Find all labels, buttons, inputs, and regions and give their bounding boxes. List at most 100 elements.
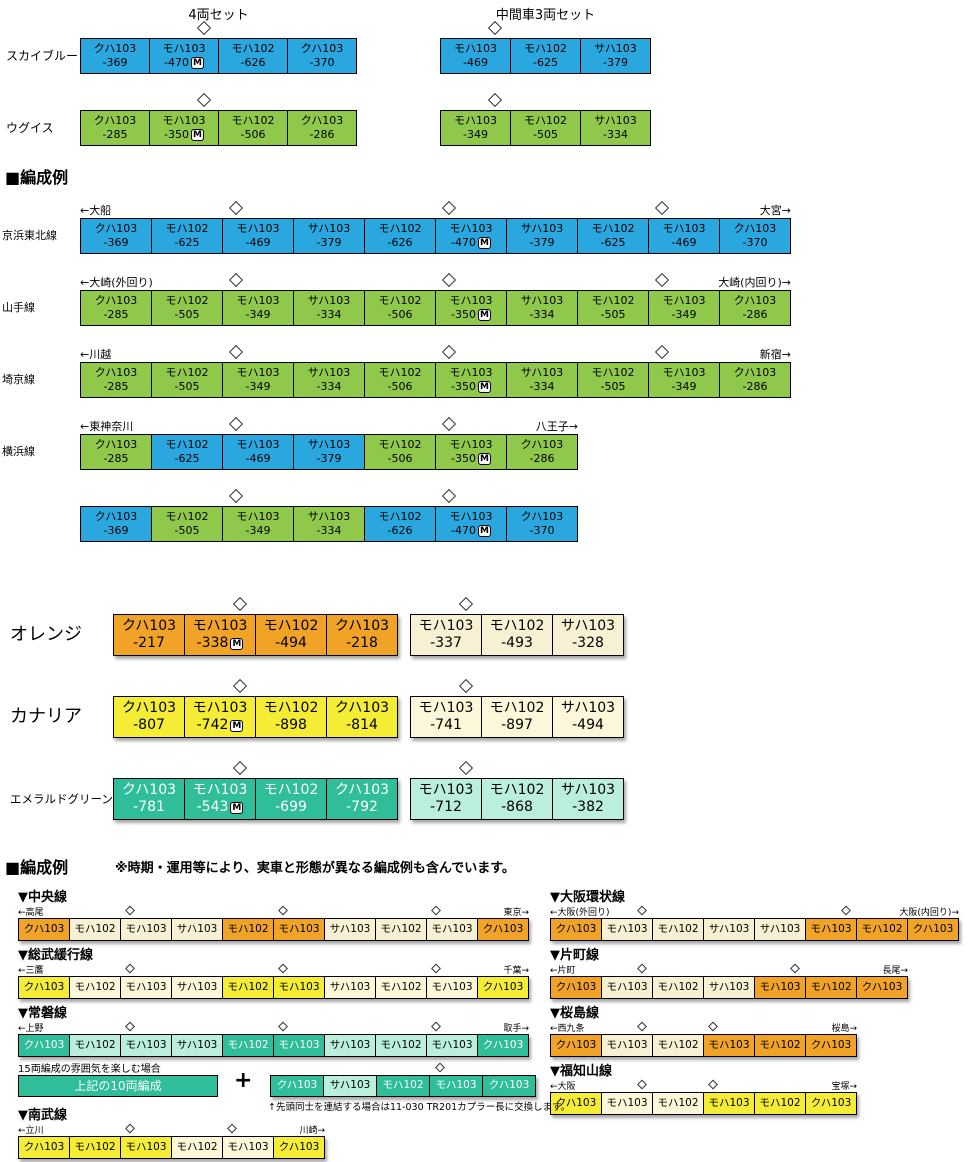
motor-badge: M: [477, 453, 491, 465]
formation-strip: クハ103 モハ102 モハ103 サハ103 モハ102 モハ103 サハ103 モハ102…: [18, 963, 529, 999]
car-number: -741: [430, 717, 462, 735]
car-number: -807: [133, 717, 165, 735]
car-cell: モハ102: [222, 918, 274, 941]
car-number: -350 M: [451, 452, 491, 466]
car-number-text: -626: [387, 524, 413, 537]
car-number: -334: [317, 380, 342, 394]
car-type-label: モハ103: [449, 222, 493, 236]
car-number: -626: [388, 524, 413, 538]
car-type-label: モハ103: [606, 1096, 648, 1109]
car-cell: モハ102: [171, 1136, 223, 1159]
car-cell: モハ103 -349: [648, 362, 720, 398]
car-type-label: クハ103: [555, 1038, 597, 1051]
car-number: -506: [241, 128, 266, 142]
end-station-left: ←西九条: [550, 1024, 585, 1034]
car-type-label: クハ103: [520, 510, 564, 524]
car-number-text: -349: [671, 380, 697, 393]
car-number-text: -334: [316, 524, 342, 537]
car-number: -543 M: [197, 799, 244, 817]
car-number: -334: [530, 380, 555, 394]
car-number: -286: [310, 128, 335, 142]
car-number-text: -370: [742, 236, 768, 249]
car-number-text: -543: [196, 799, 229, 815]
car-cell: クハ103: [856, 976, 908, 999]
car-number-text: -349: [245, 308, 271, 321]
car-type-label: モハ103: [418, 699, 474, 716]
car-type-label: モハ103: [278, 922, 320, 935]
car-number: -334: [530, 308, 555, 322]
car-type-label: クハ103: [482, 1038, 524, 1051]
pantograph-icon: [434, 1062, 445, 1073]
car-cell: サハ103 -382: [552, 778, 624, 820]
car-cell: モハ102 -506: [364, 434, 436, 470]
car-type-label: サハ103: [708, 922, 750, 935]
car-cell: モハ102: [754, 1092, 806, 1115]
car-type-label: クハ103: [94, 294, 138, 308]
car-type-label: モハ103: [192, 617, 248, 634]
car-cell: サハ103: [703, 918, 755, 941]
car-cell: クハ103 -217: [113, 614, 185, 656]
car-cell: サハ103 -328: [552, 614, 624, 656]
car-cell: クハ103: [477, 918, 529, 941]
pantograph-icon: [233, 596, 248, 612]
car-number-text: -493: [501, 635, 533, 651]
car-number: -470 M: [451, 236, 491, 250]
car-number: -379: [530, 236, 555, 250]
car-number-text: -334: [529, 380, 555, 393]
car-cell: モハ103: [426, 976, 478, 999]
car-type-label: サハ103: [307, 222, 351, 236]
car-number-text: -286: [309, 128, 335, 141]
color-name-label: エメラルドグリーン: [10, 792, 113, 806]
example-section-heading: ■編成例: [5, 858, 69, 877]
car-number-text: -469: [671, 236, 697, 249]
car-number-text: -379: [316, 236, 342, 249]
end-stations: ←片町 長尾→: [550, 963, 908, 976]
car-type-label: モハ102: [759, 1096, 801, 1109]
car-cell: モハ103: [703, 1034, 755, 1057]
car-cell: モハ102: [805, 976, 857, 999]
car-type-label: クハ103: [23, 980, 65, 993]
car-number-text: -625: [600, 236, 626, 249]
car-cell: モハ103 -712: [410, 778, 482, 820]
car-cell: モハ103 -470 M: [435, 506, 507, 542]
car-number: -470 M: [164, 56, 204, 70]
car-number: -626: [388, 236, 413, 250]
car-cell: モハ103 -741: [410, 696, 482, 738]
car-type-label: サハ103: [594, 114, 637, 128]
car-number-text: -369: [102, 56, 128, 69]
car-cell: サハ103: [323, 1075, 377, 1097]
car-cell: クハ103: [482, 1075, 536, 1097]
car-number: -218: [346, 635, 378, 653]
color-name-label: スカイブルー: [6, 49, 79, 63]
car-type-label: クハ103: [334, 781, 390, 798]
car-type-label: モハ102: [74, 922, 116, 935]
car-cell: クハ103: [18, 918, 70, 941]
car-number: -349: [463, 128, 488, 142]
car-number-text: -334: [316, 380, 342, 393]
pantograph-icon: [488, 92, 503, 108]
car-number: -285: [104, 308, 129, 322]
end-stations: ←上野 取手→: [18, 1021, 529, 1034]
car-number: -469: [463, 56, 488, 70]
car-type-label: クハ103: [94, 438, 138, 452]
car-type-label: モハ103: [662, 366, 706, 380]
car-type-label: モハ102: [231, 114, 275, 128]
car-type-label: モハ103: [236, 510, 280, 524]
car-cell: クハ103 -792: [326, 778, 398, 820]
car-cell: クハ103 -285: [80, 110, 150, 146]
car-cell: モハ102: [69, 976, 121, 999]
car-number: -349: [672, 308, 697, 322]
car-type-label: モハ103: [125, 1140, 167, 1153]
car-cell: モハ102: [652, 1092, 704, 1115]
car-cell: クハ103: [550, 1034, 602, 1057]
car-type-label: モハ102: [227, 922, 269, 935]
car-type-label: クハ103: [300, 114, 344, 128]
line-name-label: 横浜線: [2, 445, 35, 458]
car-type-label: クハ103: [520, 438, 564, 452]
car-number: -328: [572, 635, 604, 653]
pantograph-icon: [488, 20, 503, 36]
car-cell: モハ103 -742 M: [184, 696, 256, 738]
car-number-text: -369: [103, 236, 129, 249]
end-station-left: ←高尾: [18, 908, 44, 918]
car-type-label: モハ102: [489, 699, 545, 716]
